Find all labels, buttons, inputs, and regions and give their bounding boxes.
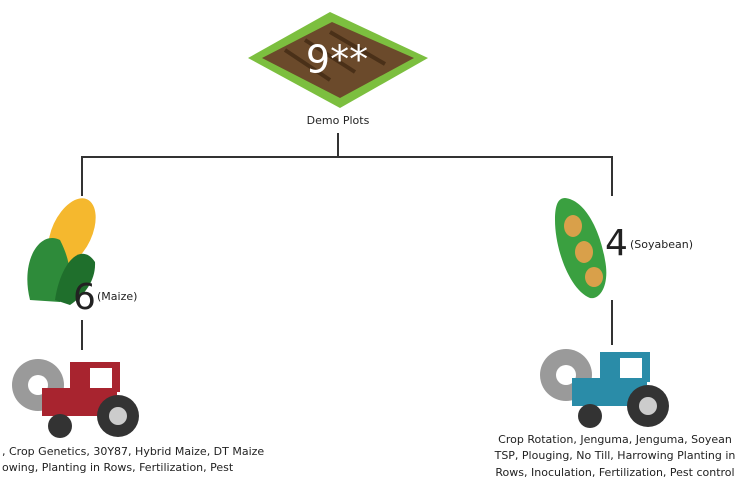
- connectors: [81, 133, 613, 350]
- soy-crop: (Soyabean): [630, 238, 693, 251]
- plot-count: 9**: [306, 38, 368, 82]
- soy-bean: [564, 215, 582, 237]
- plot-furrows: [283, 30, 387, 82]
- soy-bean: [575, 241, 593, 263]
- tractor-wheel: [48, 414, 72, 438]
- corn-husk: [55, 253, 96, 305]
- tractor-window: [90, 368, 112, 388]
- soy-bean: [585, 267, 603, 287]
- tractor-window: [620, 358, 642, 378]
- maize-practice: , Crop Genetics, 30Y87, Hybrid Maize, DT…: [2, 445, 264, 458]
- soy-practice: TSP, Plouging, No Till, Harrowing Planti…: [494, 449, 736, 462]
- soy-practice: Crop Rotation, Jenguma, Jenguma, Soyean: [498, 433, 732, 446]
- tractor-wheel: [578, 404, 602, 428]
- maize-count: 6: [73, 277, 96, 318]
- gear-hole: [556, 365, 576, 385]
- tractor-hub: [639, 397, 657, 415]
- soy-practice: Rows, Inoculation, Fertilization, Pest c…: [495, 466, 734, 479]
- maize-practice: owing, Planting in Rows, Fertilization, …: [2, 461, 234, 474]
- tractor-hub: [109, 407, 127, 425]
- root-label: Demo Plots: [307, 114, 370, 127]
- soy-count: 4: [605, 223, 628, 264]
- maize-crop: (Maize): [97, 290, 137, 303]
